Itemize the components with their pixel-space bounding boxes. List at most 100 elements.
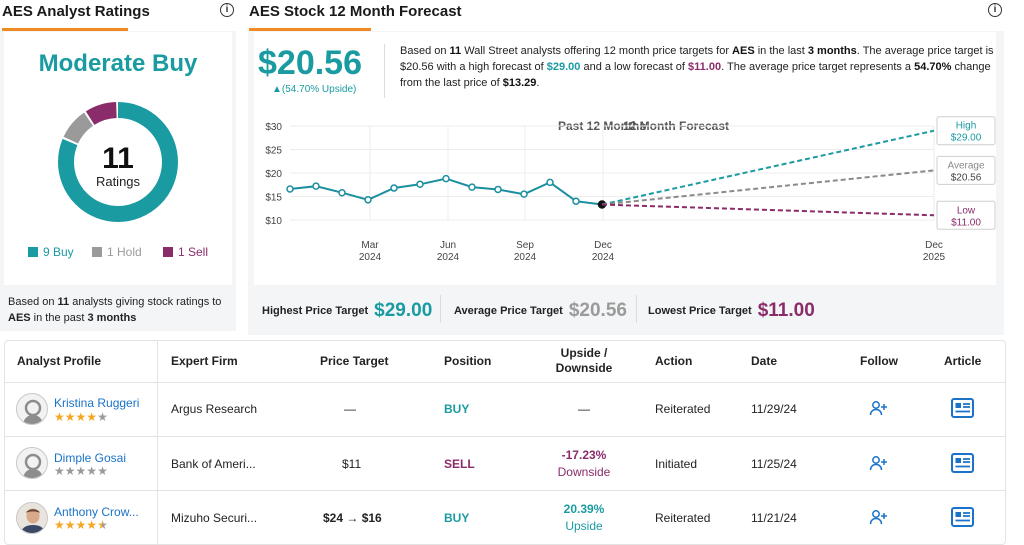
y-tick-label: $20 (265, 169, 282, 180)
legend-buy: 9 Buy (28, 245, 74, 259)
legend-sell-swatch (163, 247, 173, 257)
footnote-text: in the past (30, 312, 88, 324)
upside-value: — (578, 402, 590, 416)
footnote-ticker: AES (8, 312, 31, 324)
rating-date: 11/29/24 (751, 402, 797, 416)
desc-text: . The average price target is $20.56 wit… (400, 45, 994, 73)
header-follow: Follow (860, 354, 898, 368)
desc-ticker: AES (732, 45, 755, 57)
highest-target-value: $29.00 (374, 300, 433, 321)
desc-text: . (536, 77, 540, 89)
desc-text: . The average price target represents a (721, 61, 915, 73)
callout-average-box (936, 155, 996, 185)
ratings-accent-line (2, 28, 128, 31)
ratings-footnote: Based on 11 analysts giving stock rating… (8, 294, 232, 326)
header-action[interactable]: Action (655, 354, 693, 368)
expert-firm: Mizuho Securi... (171, 511, 258, 525)
article-newspaper-icon[interactable] (951, 453, 974, 473)
history-point (286, 185, 294, 193)
star-icon: ★ (75, 518, 87, 532)
header-article: Article (944, 354, 982, 368)
avatar-placeholder[interactable] (16, 393, 48, 425)
footnote-period: 3 months (87, 312, 137, 324)
legend-hold: 1 Hold (92, 245, 142, 259)
history-point (546, 178, 554, 187)
avatar-placeholder[interactable] (16, 447, 48, 479)
upside-downside: 20.39% Upside (538, 501, 630, 535)
callout-high-label: High (956, 121, 977, 132)
x-tick-month: Mar (361, 240, 379, 251)
star-icon: ★ (97, 518, 108, 532)
x-tick-year: 2024 (359, 252, 382, 263)
person-silhouette-icon (23, 453, 43, 478)
star-icon: ★ (54, 410, 65, 424)
footnote-text: analysts giving stock ratings to (69, 296, 222, 308)
desc-period: 3 months (807, 45, 857, 57)
desc-text: in the last (754, 45, 808, 57)
expert-firm: Argus Research (171, 402, 258, 416)
forecast-description: Based on 11 Wall Street analysts offerin… (400, 43, 994, 91)
ratings-count: 11 (102, 142, 134, 175)
history-point (364, 196, 372, 204)
y-tick-label: $30 (265, 122, 282, 133)
x-tick-month: Jun (440, 240, 456, 251)
analyst-name-link[interactable]: Anthony Crow... (54, 505, 139, 519)
footnote-count: 11 (57, 296, 70, 308)
desc-last-price: $13.29 (502, 77, 537, 89)
rating-action: Initiated (655, 457, 698, 471)
ratings-count-label: Ratings (95, 174, 141, 189)
legend-buy-label: 9 Buy (43, 245, 74, 259)
lowest-target-label: Lowest Price Target (648, 305, 752, 317)
star-icon: ★ (86, 410, 98, 424)
header-date[interactable]: Date (751, 354, 778, 368)
position-badge: SELL (444, 457, 475, 471)
x-tick-year: 2024 (514, 252, 537, 263)
article-newspaper-icon[interactable] (951, 507, 974, 527)
expert-firm: Bank of Ameri... (171, 457, 256, 471)
analyst-photo-icon (17, 503, 47, 533)
analyst-name-link[interactable]: Dimple Gosai (54, 451, 127, 465)
callout-high-box (936, 116, 996, 146)
history-point (416, 180, 424, 189)
avatar-photo[interactable] (16, 502, 48, 534)
header-position[interactable]: Position (444, 354, 492, 368)
x-tick-month: Dec (925, 240, 943, 251)
star-icon: ★ (64, 464, 76, 478)
desc-count: 11 (449, 45, 462, 57)
forecast-inner (254, 32, 996, 285)
desc-text: Wall Street analysts offering 12 month p… (461, 45, 733, 57)
highest-target-label: Highest Price Target (262, 305, 369, 317)
ratings-donut (58, 102, 178, 222)
desc-high: $29.00 (546, 61, 581, 73)
rating-date: 11/25/24 (751, 457, 797, 471)
legend-sell: 1 Sell (163, 245, 208, 259)
history-point (442, 174, 450, 183)
article-newspaper-icon[interactable] (951, 398, 974, 418)
legend-hold-swatch (92, 247, 102, 257)
person-silhouette-icon (23, 399, 43, 424)
follow-user-plus-icon[interactable] (869, 509, 889, 525)
header-expert-firm: Expert Firm (171, 354, 238, 368)
targets-divider-2 (636, 295, 637, 323)
analyst-star-rating: ★★★★★ (54, 519, 108, 531)
star-icon: ★ (54, 464, 65, 478)
table-header-divider (4, 382, 1006, 383)
upside-value: 20.39% (563, 502, 605, 516)
star-icon: ★ (54, 518, 65, 532)
follow-user-plus-icon[interactable] (869, 400, 889, 416)
ratings-info-icon[interactable]: i (220, 3, 234, 17)
highest-target: Highest Price Target $29.00 (262, 300, 432, 322)
forecast-accent-line (249, 28, 371, 31)
desc-low: $11.00 (688, 61, 722, 73)
header-price-target[interactable]: Price Target (320, 354, 389, 368)
forecast-high-line (601, 129, 935, 206)
header-upside-downside[interactable]: Upside / Downside (548, 346, 620, 376)
position-badge: BUY (444, 511, 470, 525)
follow-user-plus-icon[interactable] (869, 455, 889, 471)
callout-average-value: $20.56 (951, 172, 982, 183)
forecast-info-icon[interactable]: i (988, 3, 1002, 17)
callout-low-box (936, 200, 996, 230)
history-point (312, 182, 320, 190)
analyst-table (4, 340, 1006, 545)
analyst-name-link[interactable]: Kristina Ruggeri (54, 396, 140, 410)
